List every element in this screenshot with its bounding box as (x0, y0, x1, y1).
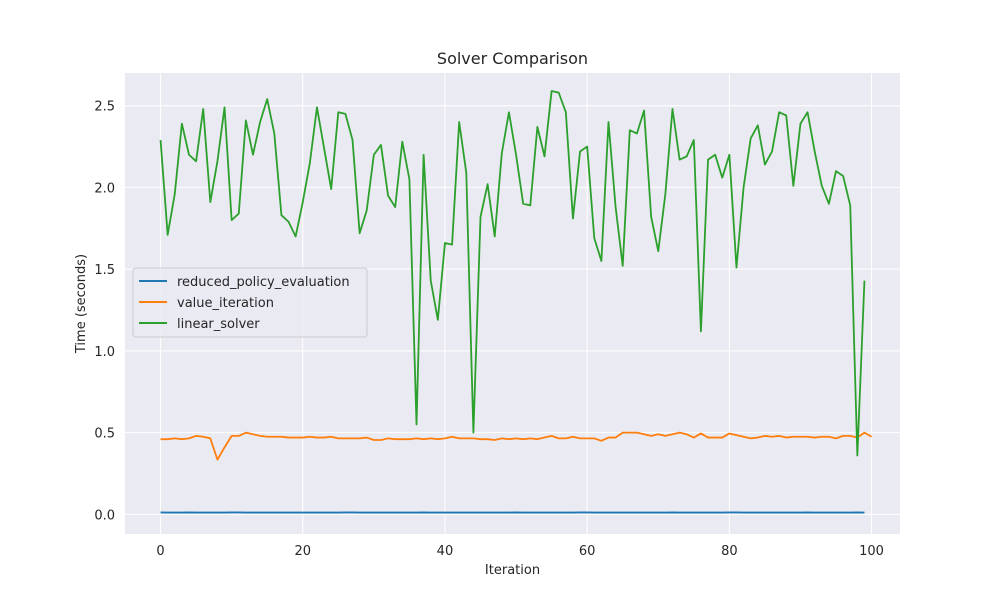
y-tick-label: 2.0 (94, 181, 115, 196)
y-tick-label: 0.0 (94, 508, 115, 523)
y-axis-label: Time (seconds) (74, 254, 89, 354)
x-tick-label: 80 (721, 544, 738, 559)
x-tick-label: 20 (294, 544, 311, 559)
x-tick-label: 100 (859, 544, 884, 559)
x-tick-label: 40 (437, 544, 454, 559)
y-axis: 0.0 0.5 1.0 1.5 2.0 2.5 (94, 100, 115, 524)
y-tick-label: 0.5 (94, 427, 115, 442)
series-line-value-iteration (160, 431, 873, 461)
y-tick-label: 1.5 (94, 263, 115, 278)
x-tick-label: 0 (156, 544, 164, 559)
y-tick-label: 1.0 (94, 345, 115, 360)
chart-title: Solver Comparison (437, 49, 588, 68)
series-line-linear-solver (159, 90, 866, 457)
legend-label-value-iteration: value_iteration (177, 296, 274, 311)
legend: reduced_policy_evaluation value_iteratio… (132, 267, 368, 338)
x-tick-label: 60 (579, 544, 596, 559)
grid-lines (125, 73, 900, 534)
x-axis-label: Iteration (485, 563, 540, 578)
y-tick-label: 2.5 (94, 100, 115, 115)
legend-box (132, 267, 368, 338)
series-layer (159, 90, 873, 514)
legend-label-linear-solver: linear_solver (177, 317, 260, 332)
x-axis: 0 20 40 60 80 100 (156, 544, 884, 559)
legend-label-reduced-policy-evaluation: reduced_policy_evaluation (177, 275, 350, 290)
